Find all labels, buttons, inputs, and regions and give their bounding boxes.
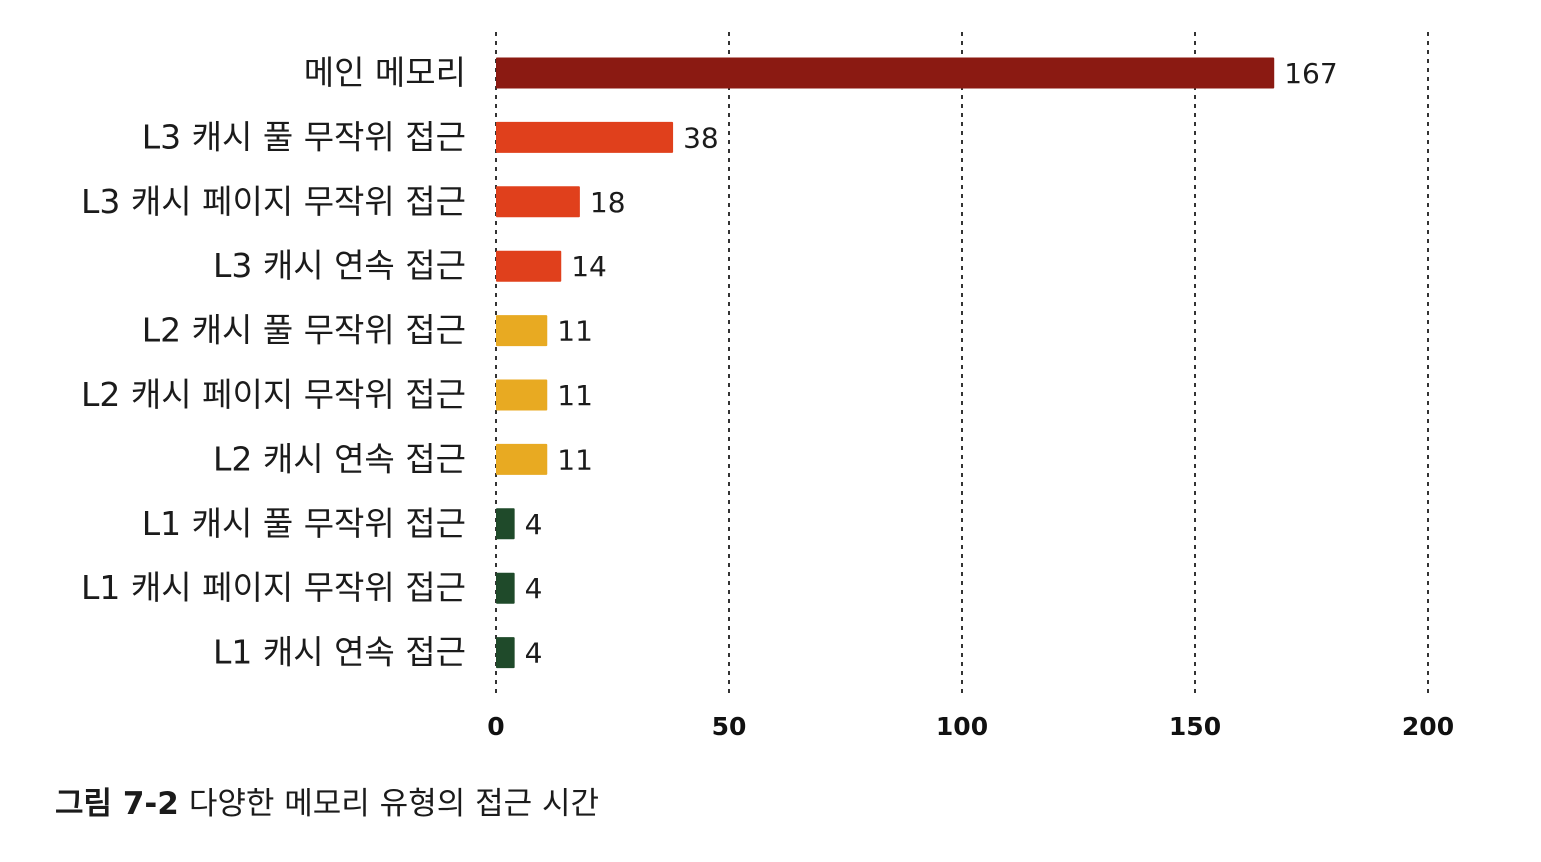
bar xyxy=(496,57,1275,89)
category-label: L1 캐시 풀 무작위 접근 xyxy=(142,504,466,543)
data-labels: 167 38 18 14 11 11 11 4 4 4 xyxy=(525,57,1338,670)
bar xyxy=(496,186,580,218)
data-label: 11 xyxy=(557,443,593,476)
data-label: 4 xyxy=(525,637,543,670)
bar xyxy=(496,443,548,475)
bar xyxy=(496,121,674,153)
category-label: L3 캐시 페이지 무작위 접근 xyxy=(81,182,466,221)
category-label: L2 캐시 연속 접근 xyxy=(213,439,466,478)
bar xyxy=(496,379,548,411)
data-label: 14 xyxy=(571,250,607,283)
category-labels: 메인 메모리 L3 캐시 풀 무작위 접근 L3 캐시 페이지 무작위 접근 L3 캐… xyxy=(81,53,466,672)
category-label: L1 캐시 페이지 무작위 접근 xyxy=(81,568,466,607)
bar xyxy=(496,315,548,347)
category-label: L1 캐시 연속 접근 xyxy=(213,633,466,672)
x-tick-label: 150 xyxy=(1169,712,1221,741)
data-label: 38 xyxy=(683,121,719,154)
figure-caption-text: 다양한 메모리 유형의 접근 시간 xyxy=(188,786,600,822)
x-tick-label: 100 xyxy=(936,712,988,741)
category-label: L3 캐시 연속 접근 xyxy=(213,246,466,285)
bar xyxy=(496,250,562,282)
bar xyxy=(496,572,515,604)
data-label: 4 xyxy=(525,508,543,541)
data-label: 18 xyxy=(590,186,626,219)
category-label: L3 캐시 풀 무작위 접근 xyxy=(142,117,466,156)
data-label: 4 xyxy=(525,572,543,605)
figure-number: 그림 7-2 xyxy=(55,786,179,822)
x-tick-label: 50 xyxy=(712,712,747,741)
x-axis-ticks: 0 50 100 150 200 xyxy=(487,712,1454,741)
category-label: L2 캐시 풀 무작위 접근 xyxy=(142,311,466,350)
data-label: 167 xyxy=(1284,57,1337,90)
bar xyxy=(496,508,515,540)
x-tick-label: 200 xyxy=(1402,712,1454,741)
figure-caption: 그림 7-2 다양한 메모리 유형의 접근 시간 xyxy=(55,778,599,823)
data-label: 11 xyxy=(557,379,593,412)
bars xyxy=(496,57,1275,669)
category-label: L2 캐시 페이지 무작위 접근 xyxy=(81,375,466,414)
data-label: 11 xyxy=(557,315,593,348)
category-label: 메인 메모리 xyxy=(304,53,466,92)
bar xyxy=(496,637,515,669)
x-tick-label: 0 xyxy=(487,712,504,741)
